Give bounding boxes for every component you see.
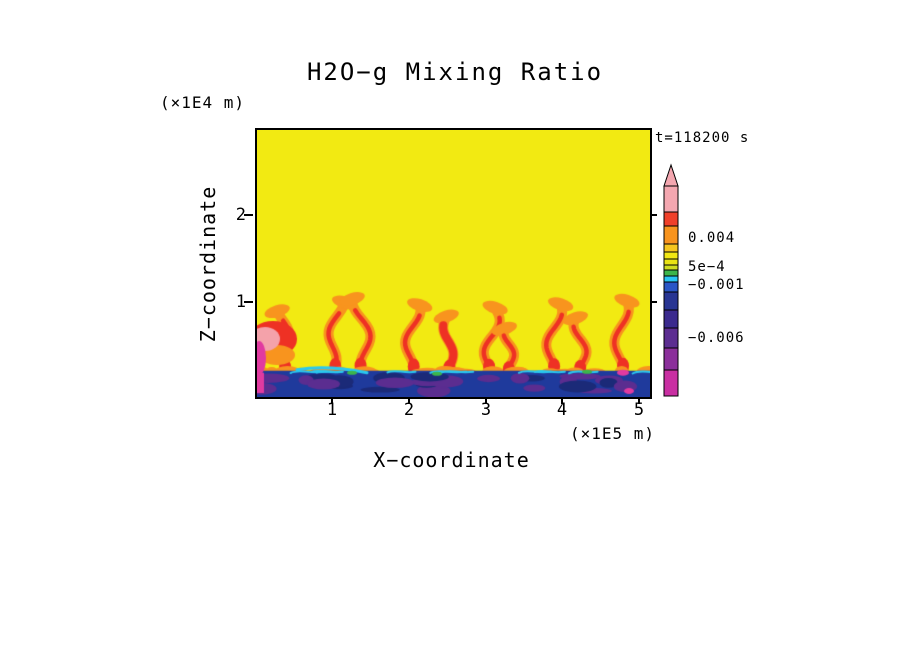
colorbar-segment: [663, 369, 679, 397]
colorbar-arrow-icon: [663, 163, 679, 187]
x-tick-label: 4: [556, 400, 568, 420]
z-axis-title: Z−coordinate: [196, 185, 220, 343]
heatmap-canvas: [257, 130, 650, 397]
z-tick: [650, 214, 657, 216]
colorbar-segment: [663, 281, 679, 293]
x-tick: [485, 397, 487, 404]
x-tick-label: 1: [326, 400, 338, 420]
z-tick: [244, 214, 253, 216]
colorbar-segment: [663, 347, 679, 371]
colorbar-tick-label: 0.004: [688, 229, 736, 246]
x-axis-unit: (×1E5 m): [569, 424, 655, 443]
colorbar-segment: [663, 225, 679, 245]
colorbar-segment: [663, 251, 679, 260]
time-label: t=118200 s: [655, 130, 750, 146]
z-tick-label: 2: [235, 205, 246, 225]
colorbar-segments: [663, 185, 679, 397]
colorbar-segment: [663, 185, 679, 213]
z-tick: [650, 301, 657, 303]
colorbar-segment: [663, 264, 679, 271]
colorbar-segment: [663, 327, 679, 349]
x-tick-label: 2: [403, 400, 415, 420]
colorbar-segment: [663, 243, 679, 253]
x-tick: [408, 397, 410, 404]
x-tick: [331, 397, 333, 404]
colorbar-tick-label: 5e−4: [688, 258, 726, 275]
colorbar-segment: [663, 275, 679, 283]
chart-title: H2O−g Mixing Ratio: [306, 58, 604, 86]
colorbar-segment: [663, 211, 679, 227]
plot-area: [255, 128, 652, 399]
x-axis-title: X−coordinate: [373, 448, 530, 472]
z-tick-label: 1: [235, 292, 246, 312]
colorbar-segment: [663, 309, 679, 329]
z-axis-unit: (×1E4 m): [160, 93, 246, 112]
x-tick-label: 5: [633, 400, 645, 420]
colorbar-tick-label: −0.006: [688, 330, 745, 347]
colorbar-segment: [663, 258, 679, 266]
colorbar-segment: [663, 269, 679, 277]
colorbar-tick-label: −0.001: [688, 276, 745, 293]
colorbar-segment: [663, 291, 679, 311]
z-tick: [244, 301, 253, 303]
x-tick: [638, 397, 640, 404]
x-tick-label: 3: [480, 400, 492, 420]
x-tick: [561, 397, 563, 404]
colorbar: [663, 163, 679, 397]
